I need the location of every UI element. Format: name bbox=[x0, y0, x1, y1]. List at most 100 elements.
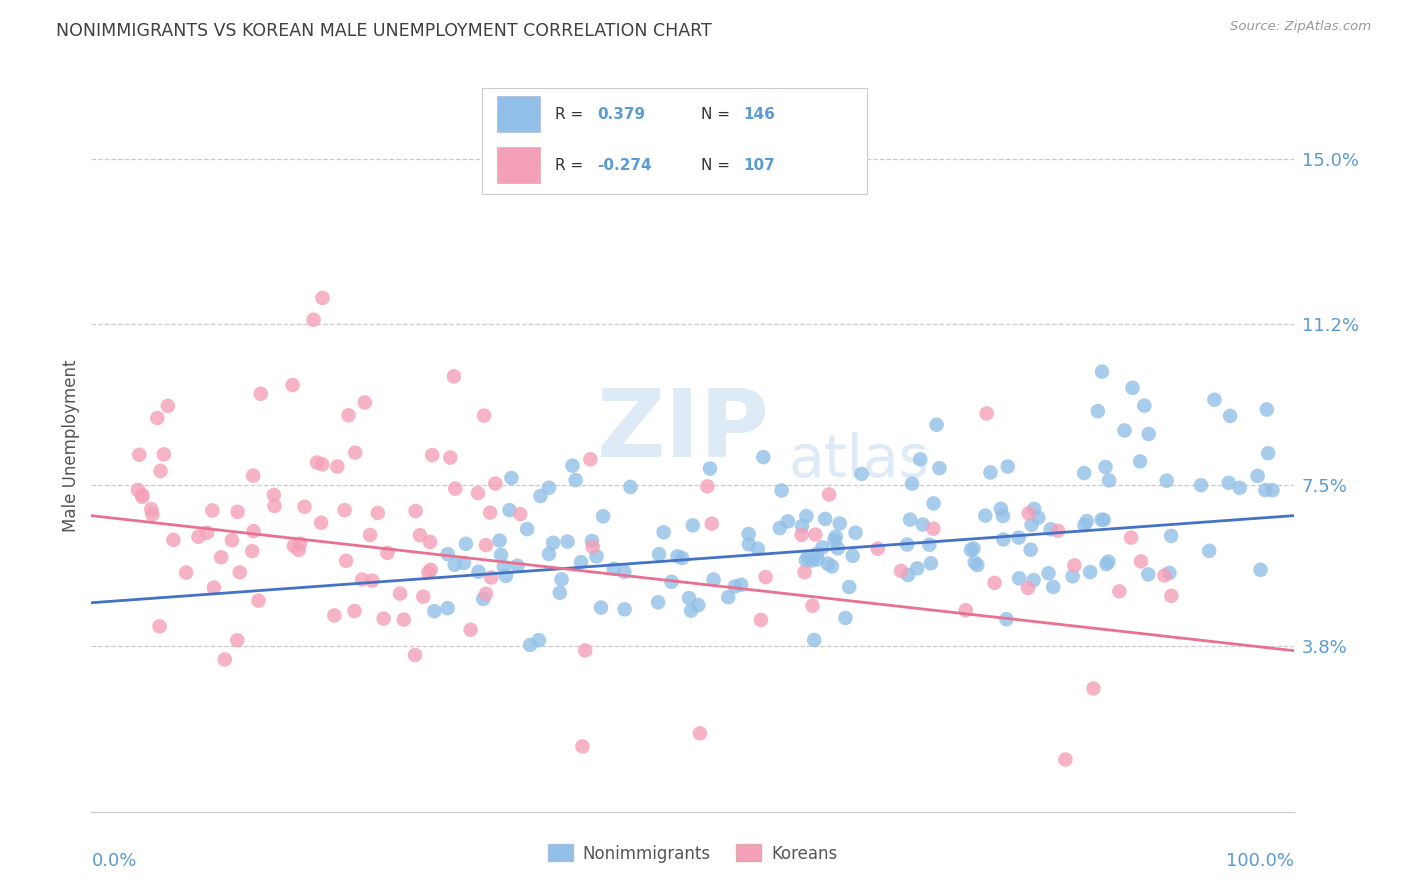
Point bbox=[995, 612, 1018, 626]
Point bbox=[1092, 513, 1115, 527]
Point bbox=[541, 535, 564, 549]
Point bbox=[979, 466, 1001, 480]
Point bbox=[817, 557, 839, 571]
Point bbox=[920, 557, 942, 571]
Point bbox=[571, 739, 593, 754]
Point bbox=[419, 563, 441, 577]
Point bbox=[443, 558, 465, 572]
Point bbox=[475, 538, 498, 552]
Point bbox=[529, 489, 551, 503]
Point bbox=[1021, 517, 1043, 532]
Point bbox=[581, 533, 603, 548]
Point bbox=[423, 604, 446, 618]
Point bbox=[1091, 365, 1114, 379]
Point bbox=[221, 533, 243, 548]
Point bbox=[821, 559, 844, 574]
Point bbox=[537, 481, 560, 495]
Point bbox=[928, 461, 950, 475]
Point bbox=[201, 503, 224, 517]
Point bbox=[696, 479, 718, 493]
Point bbox=[333, 503, 356, 517]
Point bbox=[966, 558, 988, 572]
Point bbox=[752, 450, 775, 464]
Point bbox=[489, 548, 512, 562]
Point bbox=[800, 553, 823, 567]
Point bbox=[475, 587, 498, 601]
Point bbox=[602, 562, 624, 576]
Point bbox=[420, 448, 443, 462]
Text: 0.0%: 0.0% bbox=[91, 852, 136, 870]
Point bbox=[326, 459, 349, 474]
Point bbox=[1119, 531, 1142, 545]
Point bbox=[702, 573, 724, 587]
Point bbox=[689, 726, 711, 740]
Point bbox=[652, 525, 675, 540]
Point bbox=[418, 566, 440, 580]
Point bbox=[1108, 584, 1130, 599]
Point bbox=[1160, 529, 1182, 543]
Point bbox=[404, 648, 426, 662]
Point bbox=[287, 543, 309, 558]
Point bbox=[1083, 681, 1105, 696]
Point bbox=[845, 525, 868, 540]
Point bbox=[409, 528, 432, 542]
Text: 100.0%: 100.0% bbox=[1226, 852, 1294, 870]
Point bbox=[1229, 481, 1251, 495]
Point bbox=[1097, 555, 1119, 569]
Point bbox=[337, 409, 360, 423]
Point bbox=[755, 570, 778, 584]
Point bbox=[149, 464, 172, 478]
Point bbox=[619, 480, 641, 494]
Point bbox=[359, 528, 381, 542]
Point bbox=[688, 598, 710, 612]
Point bbox=[1018, 506, 1040, 520]
Point bbox=[737, 527, 759, 541]
Point bbox=[557, 534, 579, 549]
Point bbox=[796, 509, 818, 524]
Point bbox=[1039, 522, 1062, 536]
Point bbox=[249, 386, 271, 401]
Point bbox=[911, 517, 934, 532]
Point bbox=[353, 395, 375, 409]
Point bbox=[681, 604, 703, 618]
Point bbox=[717, 590, 740, 604]
Point bbox=[352, 573, 374, 587]
Point bbox=[311, 458, 333, 472]
Point bbox=[492, 559, 515, 574]
Point bbox=[1098, 474, 1121, 488]
Point bbox=[738, 537, 761, 551]
Point bbox=[495, 569, 517, 583]
Point bbox=[247, 593, 270, 607]
Point bbox=[918, 538, 941, 552]
Point bbox=[960, 543, 983, 558]
Point bbox=[983, 575, 1005, 590]
Point bbox=[131, 488, 153, 502]
Point bbox=[890, 564, 912, 578]
Point bbox=[242, 468, 264, 483]
Point bbox=[574, 643, 596, 657]
Point bbox=[131, 490, 153, 504]
Point bbox=[699, 461, 721, 475]
Point bbox=[803, 633, 825, 648]
Point bbox=[1133, 399, 1156, 413]
Point bbox=[516, 522, 538, 536]
Point bbox=[582, 540, 605, 554]
Point bbox=[897, 568, 920, 582]
Point bbox=[564, 473, 586, 487]
Point bbox=[242, 524, 264, 539]
Point bbox=[389, 586, 412, 600]
Point bbox=[419, 535, 441, 549]
Point bbox=[453, 556, 475, 570]
Point bbox=[309, 516, 332, 530]
Point bbox=[1218, 475, 1240, 490]
Point bbox=[240, 544, 263, 558]
Text: atlas: atlas bbox=[789, 432, 929, 489]
Point bbox=[1076, 514, 1098, 528]
Point bbox=[866, 541, 889, 556]
Point bbox=[146, 411, 169, 425]
Text: ZIP: ZIP bbox=[596, 385, 769, 477]
Point bbox=[444, 482, 467, 496]
Point bbox=[834, 611, 856, 625]
Point bbox=[1008, 531, 1031, 545]
Point bbox=[724, 580, 747, 594]
